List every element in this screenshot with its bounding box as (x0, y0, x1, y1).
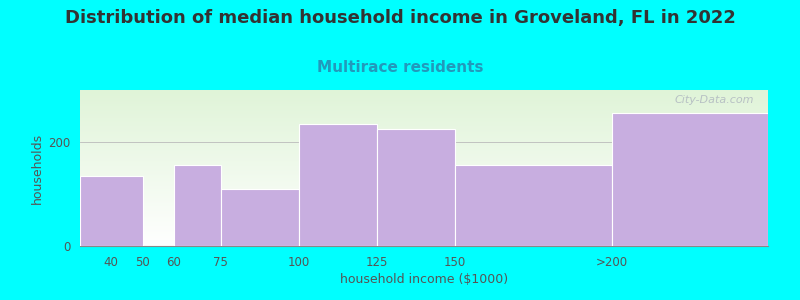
X-axis label: household income ($1000): household income ($1000) (340, 273, 508, 286)
Bar (221, 189, 299, 246)
Y-axis label: households: households (31, 132, 44, 204)
Text: Distribution of median household income in Groveland, FL in 2022: Distribution of median household income … (65, 9, 735, 27)
Bar (299, 124, 377, 246)
Bar (455, 165, 612, 246)
Bar (80, 176, 142, 246)
Bar (612, 113, 768, 246)
Bar (377, 129, 455, 246)
Text: City-Data.com: City-Data.com (674, 95, 754, 105)
Text: Multirace residents: Multirace residents (317, 60, 483, 75)
Bar (174, 165, 221, 246)
